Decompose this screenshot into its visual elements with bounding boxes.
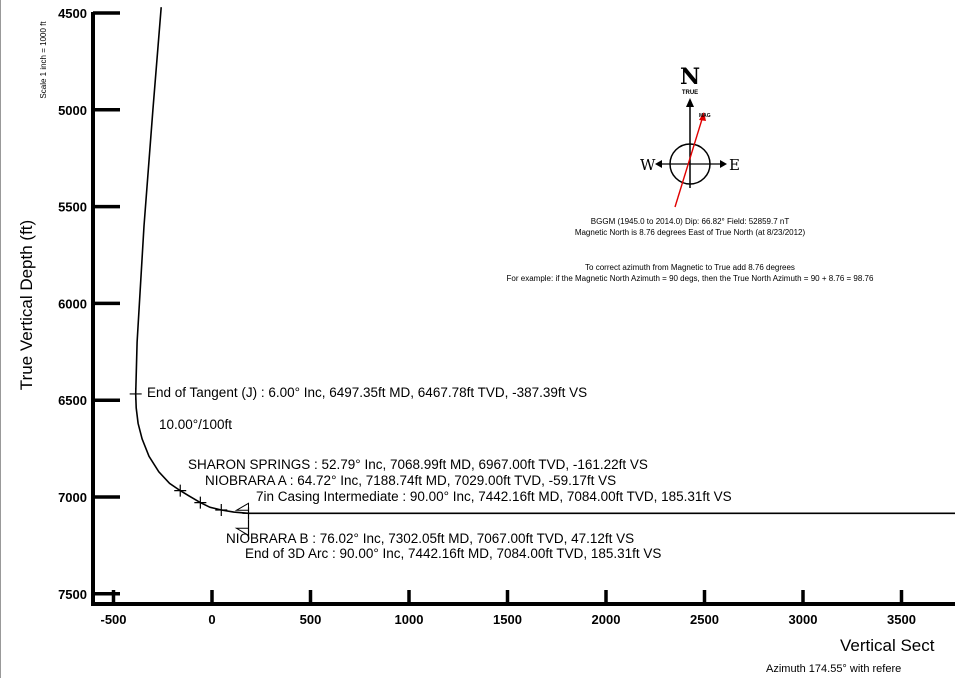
x-tick-label: 500 [300,612,322,627]
magnetic-model-info: BGGM (1945.0 to 2014.0) Dip: 66.82° Fiel… [591,217,790,226]
annotation-build-rate: 10.00°/100ft [159,417,232,432]
magnetic-north-arrow [674,115,704,208]
true-north-arrowhead-icon [686,98,694,107]
annotation-sharon-springs: SHARON SPRINGS : 52.79° Inc, 7068.99ft M… [188,457,648,472]
survey-point-marker [194,496,207,509]
x-tick-label: 3000 [789,612,818,627]
x-tick-label: -500 [100,612,126,627]
magnetic-north-arrowhead-icon [699,112,706,121]
y-tick-label: 6500 [58,393,87,408]
casing-shoe-marker [234,502,250,511]
y-tick-label: 6000 [58,296,87,311]
y-tick-label: 5500 [58,200,87,215]
west-arrowhead-icon [655,160,662,168]
x-tick-label: 1000 [395,612,424,627]
x-axis-label: Vertical Sect [840,636,935,655]
annotation-casing-intermediate: 7in Casing Intermediate : 90.00° Inc, 74… [256,489,732,504]
x-tick-label: 1500 [493,612,522,627]
y-tick-label: 7500 [58,587,87,602]
y-tick-label: 7000 [58,490,87,505]
compass-mag-label: MAG [699,113,711,119]
scale-note: Scale 1 inch = 1000 ft [39,21,48,99]
north-compass: N TRUE W E MAG [640,64,740,208]
x-tick-label: 2500 [690,612,719,627]
survey-point-marker [215,503,228,516]
y-axis-label: True Vertical Depth (ft) [17,220,36,390]
survey-point-marker [129,387,142,400]
east-arrowhead-icon [720,160,727,168]
x-tick-label: 2000 [592,612,621,627]
magnetic-declination-info: Magnetic North is 8.76 degrees East of T… [575,228,806,237]
compass-north-letter: N [680,64,700,90]
y-tick-label: 5000 [58,103,87,118]
x-axis-sublabel: Azimuth 174.55° with refere [766,663,901,675]
compass-true-label: TRUE [682,90,698,96]
compass-circle [669,143,711,185]
compass-west-letter: W [640,156,656,174]
compass-east-letter: E [729,156,740,174]
azimuth-correction-example: For example: if the Magnetic North Azimu… [507,274,874,283]
annotation-niobrara-b: NIOBRARA B : 76.02° Inc, 7302.05ft MD, 7… [226,531,634,546]
x-tick-label: 0 [208,612,215,627]
well-path-series [134,7,955,515]
annotation-end-of-tangent: End of Tangent (J) : 6.00° Inc, 6497.35f… [147,385,587,400]
y-tick-label: 4500 [58,6,87,21]
azimuth-correction-info: To correct azimuth from Magnetic to True… [585,263,795,272]
x-tick-label: 3500 [887,612,916,627]
survey-point-marker [174,484,187,497]
annotation-end-of-3d-arc: End of 3D Arc : 90.00° Inc, 7442.16ft MD… [245,546,661,561]
annotation-niobrara-a: NIOBRARA A : 64.72° Inc, 7188.74ft MD, 7… [205,473,616,488]
